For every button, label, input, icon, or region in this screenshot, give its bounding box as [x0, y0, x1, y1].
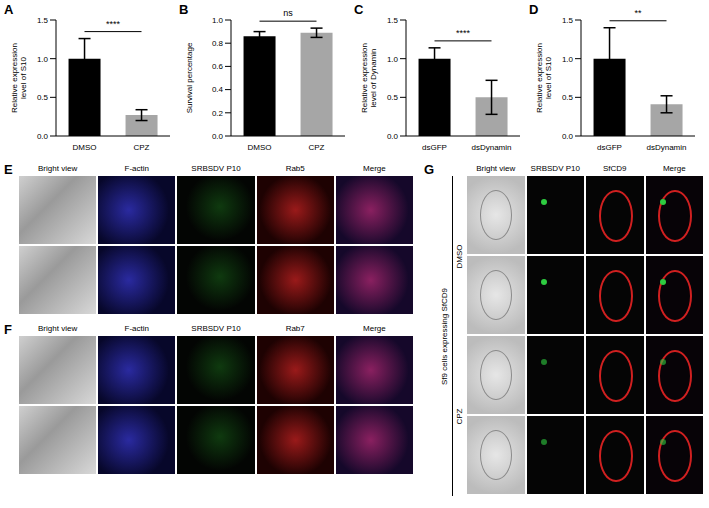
html-text:B: B [179, 2, 189, 17]
svg-text:**: ** [634, 8, 642, 18]
html-text:Sf9 cells expressing SfCD9: Sf9 cells expressing SfCD9 [439, 287, 449, 385]
svg-text:DMSO: DMSO [73, 143, 97, 152]
html-text:C: C [354, 2, 364, 17]
svg-text:1.5: 1.5 [387, 16, 399, 25]
svg-text:ns: ns [283, 8, 293, 18]
html-text:CPZ: CPZ [454, 408, 464, 424]
svg-text:Survival percentage: Survival percentage [185, 42, 194, 113]
svg-text:1.0: 1.0 [562, 55, 574, 64]
svg-text:0.6: 0.6 [212, 62, 224, 71]
svg-text:1.5: 1.5 [37, 16, 49, 25]
svg-text:1.0: 1.0 [37, 55, 49, 64]
html-text:F-actin: F-actin [124, 324, 149, 333]
html-text:Bright view: Bright view [38, 324, 78, 333]
svg-text:0.4: 0.4 [212, 85, 224, 94]
html-text:Rab5: Rab5 [285, 164, 305, 173]
svg-text:CPZ: CPZ [309, 143, 325, 152]
svg-text:Relative expressionlevel of S1: Relative expressionlevel of S10 [535, 43, 553, 113]
svg-text:dsDynamin: dsDynamin [471, 143, 511, 152]
svg-text:0.0: 0.0 [212, 132, 224, 141]
svg-text:0.8: 0.8 [212, 39, 224, 48]
html-text:F-actin: F-actin [124, 164, 149, 173]
html-text:SRBSDV P10: SRBSDV P10 [191, 164, 241, 173]
html-text:Merge: Merge [363, 164, 386, 173]
svg-text:Relative expressionlevel of Dy: Relative expressionlevel of Dynamin [360, 43, 378, 113]
html-text:E: E [4, 162, 13, 177]
svg-text:****: **** [456, 28, 471, 38]
html-text:Rab7: Rab7 [285, 324, 305, 333]
html-text:Bright view: Bright view [38, 164, 78, 173]
svg-text:dsDynamin: dsDynamin [646, 143, 686, 152]
svg-text:0.5: 0.5 [387, 93, 399, 102]
svg-text:0.5: 0.5 [562, 93, 574, 102]
svg-text:dsGFP: dsGFP [597, 143, 622, 152]
svg-text:0.0: 0.0 [562, 132, 574, 141]
svg-text:0.2: 0.2 [212, 109, 224, 118]
svg-text:1.5: 1.5 [562, 16, 574, 25]
html-text:SfCD9: SfCD9 [603, 164, 627, 173]
html-text:Merge: Merge [363, 324, 386, 333]
svg-text:Relative expressionlevel of S1: Relative expressionlevel of S10 [10, 43, 28, 113]
html-text:F: F [4, 322, 12, 337]
html-text:A: A [4, 2, 14, 17]
html-text:DMSO: DMSO [454, 244, 464, 268]
html-text:G: G [424, 162, 435, 177]
html-text:SRBSDV P10: SRBSDV P10 [530, 164, 580, 173]
html-text:SRBSDV P10: SRBSDV P10 [191, 324, 241, 333]
svg-text:0.0: 0.0 [37, 132, 49, 141]
svg-text:1.0: 1.0 [212, 16, 224, 25]
svg-text:1.0: 1.0 [387, 55, 399, 64]
html-text:D: D [529, 2, 539, 17]
svg-text:CPZ: CPZ [134, 143, 150, 152]
html-text:Merge: Merge [662, 164, 686, 173]
svg-text:dsGFP: dsGFP [422, 143, 447, 152]
svg-text:DMSO: DMSO [248, 143, 272, 152]
svg-text:0.5: 0.5 [37, 93, 49, 102]
html-text:Bright view: Bright view [476, 164, 516, 173]
svg-text:0.0: 0.0 [387, 132, 399, 141]
svg-text:****: **** [106, 19, 121, 29]
